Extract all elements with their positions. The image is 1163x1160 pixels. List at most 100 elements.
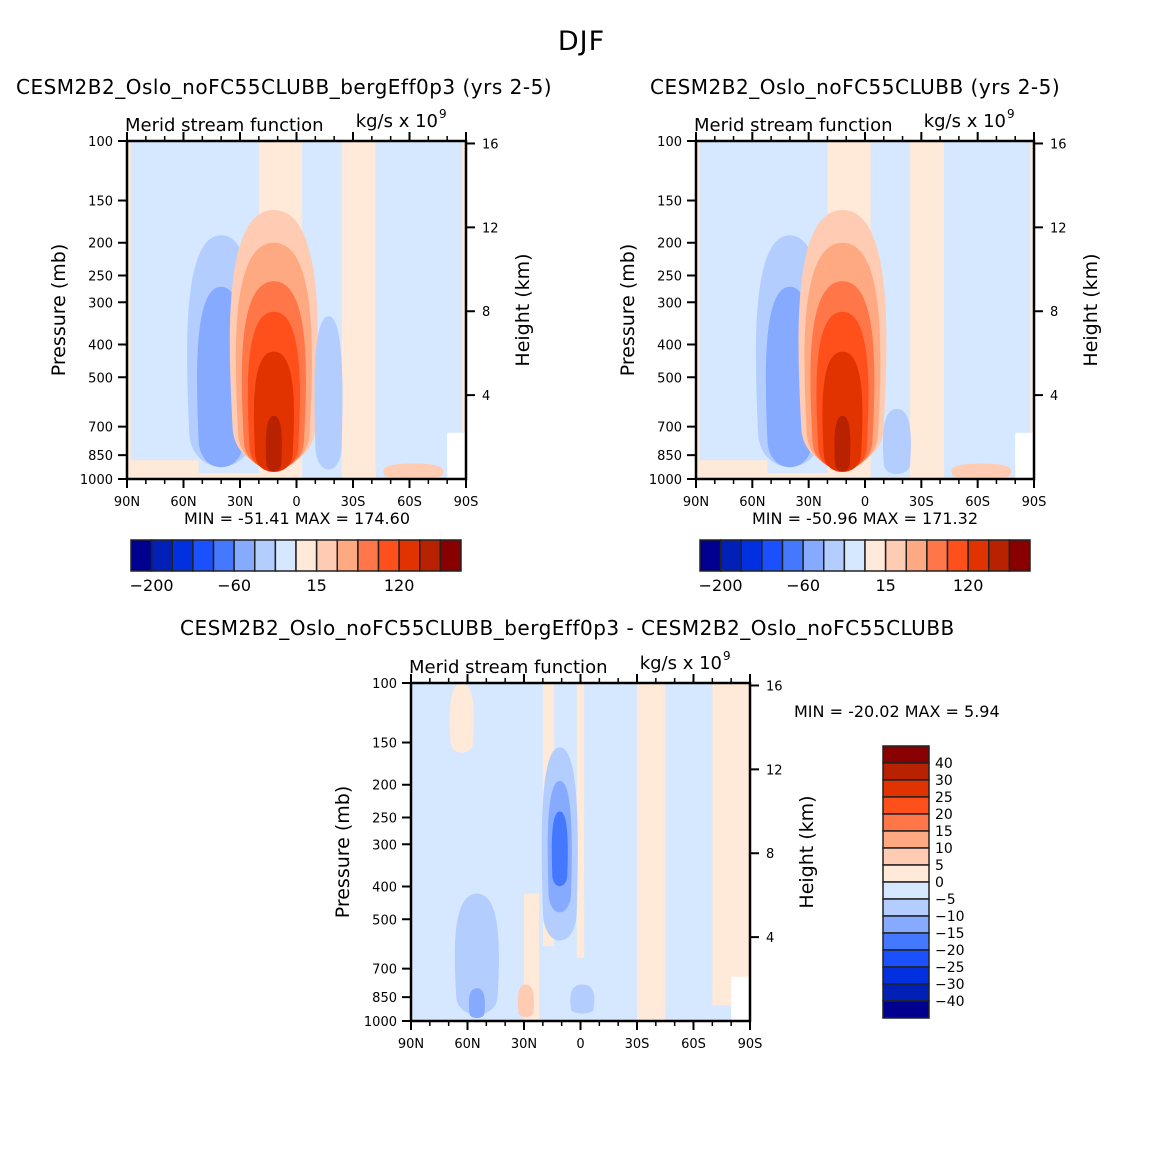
- y-tick-label: 250: [372, 812, 397, 827]
- colorbar-box: [130, 539, 153, 572]
- contour-neg-20-eq: [882, 408, 911, 475]
- colorbar-box: [398, 539, 421, 572]
- units-exponent: 9: [723, 649, 731, 663]
- colorbar-label: 120: [953, 576, 984, 595]
- colorbar-box: [781, 539, 804, 572]
- y-tick-label: 1000: [80, 473, 113, 488]
- panel-a-field: [127, 141, 466, 479]
- colorbar-box: [295, 539, 318, 572]
- colorbar-label: 10: [935, 841, 953, 857]
- y-right-axis-label: Height (km): [512, 253, 534, 366]
- colorbar-box: [988, 539, 1011, 572]
- band-negative-sh: [943, 141, 1031, 479]
- colorbar-label: −10: [935, 909, 965, 925]
- x-tick-label: 90N: [683, 495, 709, 510]
- colorbar-label: −60: [217, 576, 251, 595]
- y-tick-label: 300: [88, 296, 113, 311]
- y-tick-label: 400: [657, 338, 682, 353]
- contour-pos-sh: [383, 463, 444, 479]
- colorbar-box: [254, 539, 277, 572]
- colorbar-label: −30: [935, 977, 965, 993]
- contour-pos-120: [253, 351, 294, 472]
- x-tick-label: 0: [292, 495, 300, 510]
- y-right-tick-label: 12: [766, 763, 783, 778]
- units-exponent: 9: [1007, 107, 1015, 121]
- colorbar-label: 15: [306, 576, 326, 595]
- y-tick-label: 200: [657, 237, 682, 252]
- x-tick-label: 30S: [909, 495, 934, 510]
- colorbar-box: [357, 539, 380, 572]
- colorbar-box: [439, 539, 462, 572]
- colorbar-box: [823, 539, 846, 572]
- colorbar-box: [1008, 539, 1031, 572]
- band-negative-sh: [375, 141, 463, 479]
- x-tick-label: 30S: [341, 495, 366, 510]
- colorbar-label: 120: [384, 576, 415, 595]
- y-tick-label: 200: [372, 779, 397, 794]
- min-max-stats: MIN = -51.41 MAX = 174.60: [184, 509, 410, 528]
- colorbar-box: [233, 539, 256, 572]
- left-string: Merid stream function: [409, 657, 607, 678]
- colorbar-box: [802, 539, 825, 572]
- y-right-tick-label: 8: [482, 305, 490, 320]
- diff-positive-sh: [637, 683, 666, 1021]
- colorbar-box: [212, 539, 235, 572]
- diff-positive-eq: [576, 683, 585, 958]
- y-tick-label: 1000: [364, 1015, 397, 1030]
- contour-pos-160: [834, 415, 851, 472]
- colorbar-label: −5: [935, 892, 956, 908]
- contour-pos-sh: [951, 463, 1012, 479]
- y-right-axis-label: Height (km): [796, 795, 818, 908]
- colorbar-box: [882, 915, 930, 934]
- colorbar-label: 30: [935, 773, 953, 789]
- y-tick-label: 100: [88, 135, 113, 150]
- x-tick-label: 60S: [397, 495, 422, 510]
- y-right-tick-label: 8: [766, 847, 774, 862]
- y-tick-label: 500: [88, 371, 113, 386]
- y-right-tick-label: 8: [1050, 305, 1058, 320]
- y-axis-label: Pressure (mb): [48, 244, 70, 377]
- colorbar-box: [843, 539, 866, 572]
- colorbar-box: [882, 1000, 930, 1019]
- colorbar-label: −25: [935, 960, 965, 976]
- y-tick-label: 150: [88, 195, 113, 210]
- left-string: Merid stream function: [694, 115, 892, 136]
- colorbar-label: 20: [935, 807, 953, 823]
- colorbar-box: [882, 813, 930, 832]
- colorbar-box: [882, 983, 930, 1002]
- colorbar-box: [882, 745, 930, 764]
- colorbar-box: [882, 864, 930, 883]
- colorbar-box: [926, 539, 949, 572]
- y-axis-label: Pressure (mb): [332, 786, 354, 919]
- y-tick-label: 400: [88, 338, 113, 353]
- colorbar-box: [419, 539, 442, 572]
- x-tick-label: 60N: [739, 495, 765, 510]
- y-tick-label: 700: [372, 963, 397, 978]
- x-tick-label: 30N: [796, 495, 822, 510]
- x-tick-label: 60S: [681, 1037, 706, 1052]
- panel-a-title: CESM2B2_Oslo_noFC55CLUBB_bergEff0p3 (yrs…: [16, 75, 553, 99]
- y-tick-label: 850: [657, 449, 682, 464]
- y-right-tick-label: 16: [482, 137, 499, 152]
- colorbar-label: 25: [935, 790, 953, 806]
- colorbar-box: [192, 539, 215, 572]
- colorbar-box: [946, 539, 969, 572]
- y-tick-label: 1000: [649, 473, 682, 488]
- y-right-tick-label: 12: [482, 221, 499, 236]
- y-right-tick-label: 4: [766, 931, 774, 946]
- colorbar-box: [882, 966, 930, 985]
- colorbar-box: [699, 539, 722, 572]
- units-string: kg/s x 10: [640, 653, 722, 674]
- colorbar-box: [336, 539, 359, 572]
- y-right-axis-label: Height (km): [1080, 253, 1102, 366]
- y-tick-label: 850: [372, 991, 397, 1006]
- y-tick-label: 150: [372, 737, 397, 752]
- diff-neg-5: [454, 893, 499, 1015]
- y-tick-label: 500: [372, 913, 397, 928]
- panel-b-field: [696, 141, 1034, 479]
- x-tick-label: 30S: [625, 1037, 650, 1052]
- y-right-tick-label: 4: [1050, 389, 1058, 404]
- x-tick-label: 30N: [511, 1037, 537, 1052]
- colorbar-box: [740, 539, 763, 572]
